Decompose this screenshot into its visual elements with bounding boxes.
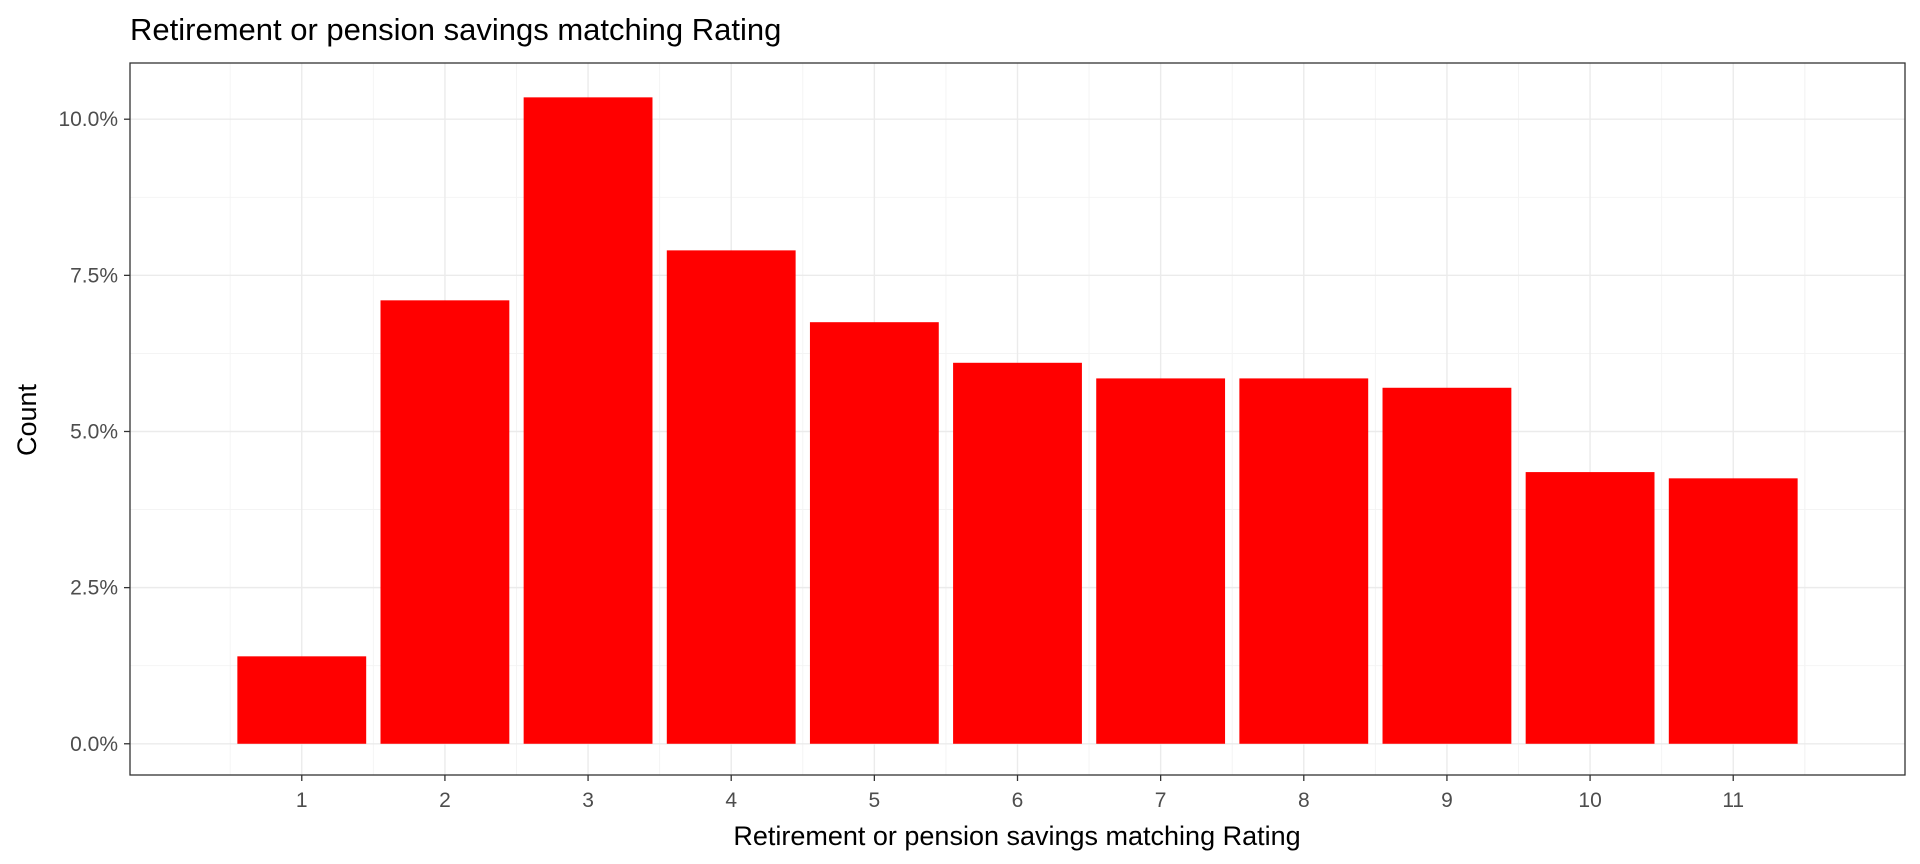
bar-11 [1668, 478, 1798, 744]
x-tick-label: 5 [869, 789, 881, 812]
x-axis: 1 2 3 4 5 6 7 8 9 10 11 [296, 775, 1744, 812]
bar-7 [1096, 378, 1226, 744]
bar-5 [809, 322, 939, 744]
x-tick-label: 4 [725, 789, 737, 812]
bar-10 [1525, 472, 1655, 744]
y-tick-label: 5.0% [70, 420, 118, 443]
x-axis-title: Retirement or pension savings matching R… [733, 821, 1300, 851]
bars [237, 97, 1798, 744]
x-tick-label: 3 [582, 789, 594, 812]
bar-9 [1382, 387, 1512, 744]
bar-6 [953, 362, 1082, 744]
y-tick-label: 7.5% [70, 264, 118, 287]
x-tick-label: 6 [1012, 789, 1024, 812]
x-tick-label: 1 [296, 789, 308, 812]
bar-4 [666, 250, 796, 744]
x-tick-label: 2 [439, 789, 451, 812]
y-tick-label: 10.0% [58, 108, 118, 131]
x-tick-label: 9 [1441, 789, 1453, 812]
y-axis: 0.0% 2.5% 5.0% 7.5% 10.0% [58, 108, 130, 756]
bar-8 [1239, 378, 1369, 744]
bar-1 [237, 656, 367, 744]
y-tick-label: 2.5% [70, 577, 118, 600]
bar-2 [380, 300, 510, 744]
chart-title: Retirement or pension savings matching R… [130, 12, 781, 47]
bar-3 [523, 97, 653, 744]
y-axis-title: Count [12, 383, 42, 456]
x-tick-label: 8 [1298, 789, 1310, 812]
x-tick-label: 7 [1155, 789, 1167, 812]
x-tick-label: 11 [1722, 789, 1744, 812]
x-tick-label: 10 [1578, 789, 1601, 812]
y-tick-label: 0.0% [70, 733, 118, 756]
